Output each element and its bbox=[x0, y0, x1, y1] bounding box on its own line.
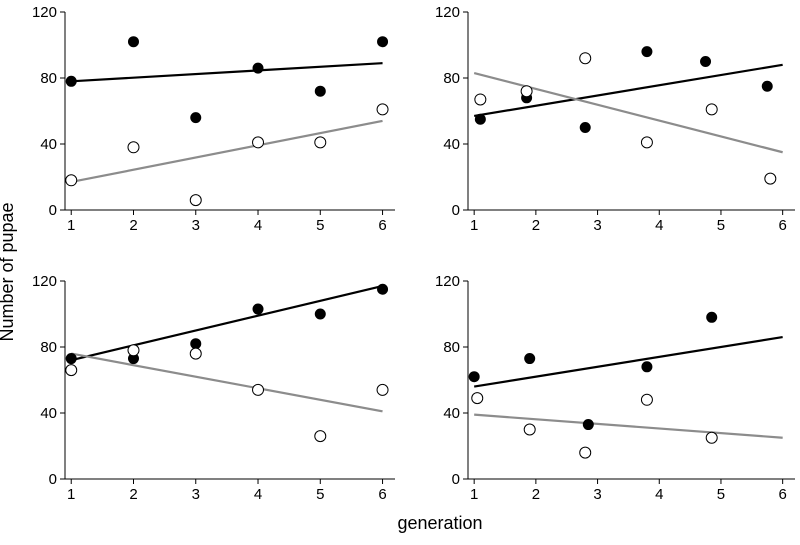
panel-2-y-tick-label: 120 bbox=[435, 4, 460, 21]
panel-4-x-tick-label: 5 bbox=[717, 486, 725, 503]
panel-3-x-tick-label: 5 bbox=[316, 486, 324, 503]
panel-3-open-point bbox=[252, 383, 265, 396]
panel-4-filled-point bbox=[468, 371, 480, 383]
panel-4-filled-point bbox=[524, 353, 536, 365]
panel-3-x-tick-label: 1 bbox=[67, 486, 75, 503]
panel-3-open-point bbox=[314, 430, 327, 443]
panel-2-x-tick-label: 6 bbox=[778, 217, 786, 234]
panel-3-filled-point bbox=[377, 283, 389, 295]
panel-4-x-tick-label: 2 bbox=[532, 486, 540, 503]
panel-3-x-tick-label: 2 bbox=[129, 486, 137, 503]
panel-1-open-point bbox=[65, 174, 78, 187]
panel-2-y-tick-label: 0 bbox=[452, 202, 460, 219]
y-axis-label: Number of pupae bbox=[0, 202, 17, 342]
panel-4-y-tick-label: 0 bbox=[452, 471, 460, 488]
panel-2-x-tick-label: 1 bbox=[470, 217, 478, 234]
panel-4-y-tick-label: 80 bbox=[443, 339, 460, 356]
panel-4-x-tick-label: 1 bbox=[470, 486, 478, 503]
panel-2-filled-point bbox=[700, 56, 712, 67]
panel-2-y-tick-label: 40 bbox=[443, 136, 460, 153]
panel-3-y-tick-label: 0 bbox=[49, 471, 57, 488]
panel-3-open-point bbox=[65, 364, 78, 377]
panel-2-open-trend-line bbox=[473, 71, 783, 154]
panel-2-filled-trend-line bbox=[473, 63, 783, 118]
panel-1-filled-point bbox=[377, 36, 389, 48]
panel-1-open-point bbox=[314, 136, 327, 149]
panel-3-filled-point bbox=[314, 308, 326, 320]
panel-2-y-tick-label: 80 bbox=[443, 70, 460, 87]
panel-2-open-point bbox=[474, 93, 487, 106]
panel-2-open-point bbox=[520, 85, 533, 98]
panel-1-filled-point bbox=[190, 112, 202, 124]
panel-4-filled-point bbox=[641, 361, 653, 373]
panel-1-open-point bbox=[127, 141, 140, 154]
panel-2-open-point bbox=[640, 136, 653, 149]
panel-1-filled-point bbox=[314, 85, 326, 97]
panel-1-x-tick-label: 3 bbox=[192, 217, 200, 234]
panel-3-x-tick-label: 6 bbox=[378, 486, 386, 503]
panel-4-filled-point bbox=[582, 419, 594, 431]
panel-2-x-tick-label: 5 bbox=[717, 217, 725, 234]
panel-2-filled-point bbox=[579, 122, 591, 133]
panel-2-filled-point bbox=[761, 80, 773, 92]
panel-3-open-point bbox=[376, 383, 389, 396]
panel-1-y-tick-label: 40 bbox=[40, 136, 57, 153]
panel-1-filled-point bbox=[252, 62, 264, 74]
panel-4-open-point bbox=[640, 393, 653, 406]
panel-2-filled-point bbox=[474, 113, 486, 125]
panel-3-open-trend-line bbox=[71, 352, 383, 413]
panel-3-x-tick-label: 4 bbox=[254, 486, 262, 503]
panel-3-open-point bbox=[189, 347, 202, 360]
panel-1-open-point bbox=[189, 194, 202, 207]
panel-1-y-tick-label: 80 bbox=[40, 70, 57, 87]
panel-4-x-tick-label: 4 bbox=[655, 486, 663, 503]
panel-3-filled-point bbox=[190, 338, 202, 350]
panel-4-x-tick-label: 3 bbox=[593, 486, 601, 503]
panel-1-filled-point bbox=[127, 36, 139, 48]
panel-3-open-point bbox=[127, 344, 140, 357]
panel-1-y-tick-label: 120 bbox=[32, 4, 57, 21]
panel-4-y-tick-label: 120 bbox=[435, 273, 460, 290]
panel-1-filled-point bbox=[65, 75, 77, 87]
panel-1-x-tick-label: 6 bbox=[378, 217, 386, 234]
panel-1-x-tick-label: 4 bbox=[254, 217, 262, 234]
panel-3-y-tick-label: 120 bbox=[32, 273, 57, 290]
panel-2-filled-point bbox=[641, 46, 653, 58]
panel-1-open-point bbox=[252, 136, 265, 149]
panel-3-filled-point bbox=[252, 303, 264, 315]
panel-1-open-point bbox=[376, 103, 389, 116]
panel-1-filled-trend-line bbox=[71, 62, 383, 83]
panel-2-open-point bbox=[705, 103, 718, 116]
panel-4-x-tick-label: 6 bbox=[778, 486, 786, 503]
panel-1-x-tick-label: 5 bbox=[316, 217, 324, 234]
panel-3-filled-trend-line bbox=[70, 284, 383, 362]
panel-1-x-tick-label: 1 bbox=[67, 217, 75, 234]
panel-4-open-trend-line bbox=[474, 413, 783, 439]
panel-4-open-point bbox=[579, 446, 592, 459]
panel-3-filled-point bbox=[65, 353, 77, 365]
panel-2-x-tick-label: 3 bbox=[593, 217, 601, 234]
panel-2-open-point bbox=[764, 172, 777, 185]
x-axis-label: generation bbox=[397, 513, 483, 533]
panel-1-y-tick-label: 0 bbox=[49, 202, 57, 219]
panel-4-y-tick-label: 40 bbox=[443, 405, 460, 422]
panel-4-open-point bbox=[705, 431, 718, 444]
panel-2-open-point bbox=[579, 52, 592, 65]
panel-1-open-trend-line bbox=[71, 119, 383, 184]
panel-2-x-tick-label: 2 bbox=[532, 217, 540, 234]
panel-3-y-tick-label: 80 bbox=[40, 339, 57, 356]
panel-1-x-tick-label: 2 bbox=[129, 217, 137, 234]
panel-2-x-tick-label: 4 bbox=[655, 217, 663, 234]
panel-4-open-point bbox=[523, 423, 536, 436]
panel-4-filled-trend-line bbox=[473, 336, 783, 388]
panel-3-x-tick-label: 3 bbox=[192, 486, 200, 503]
panel-3-y-tick-label: 40 bbox=[40, 405, 57, 422]
panel-4-filled-point bbox=[706, 311, 718, 323]
panel-4-open-point bbox=[471, 392, 484, 405]
